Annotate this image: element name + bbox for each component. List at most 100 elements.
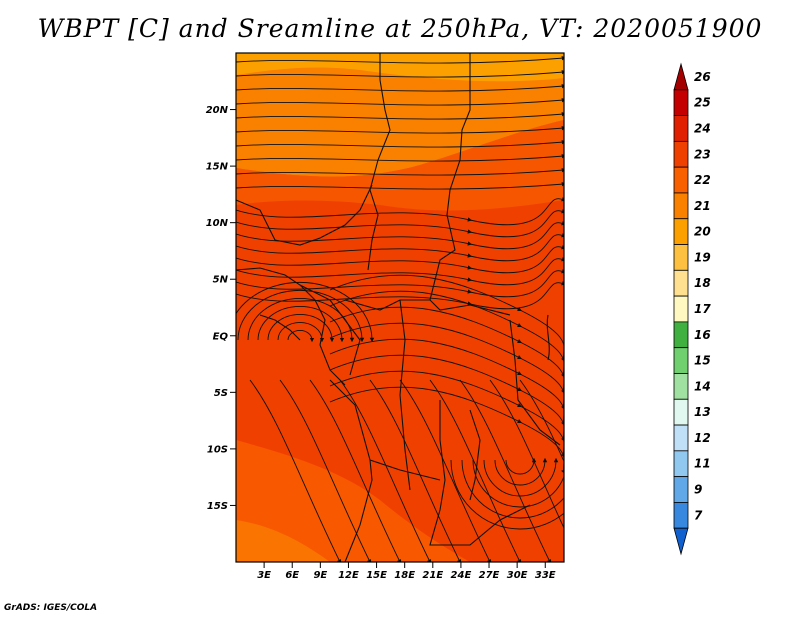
- colorbar-swatch: [673, 140, 689, 168]
- colorbar-swatch: [673, 398, 689, 426]
- field-band-northmost: [236, 53, 564, 82]
- border-line: [259, 314, 301, 341]
- streamline: [329, 322, 564, 411]
- streamline: [329, 354, 564, 443]
- border-line: [399, 299, 411, 491]
- border-line: [429, 400, 531, 546]
- border-line: [429, 53, 471, 301]
- streamline: [329, 338, 564, 427]
- colorbar-swatch: [673, 295, 689, 323]
- streamline: [329, 370, 564, 459]
- streamline: [429, 379, 522, 562]
- x-tick-label: 6E: [285, 570, 299, 581]
- colorbar-swatch: [673, 269, 689, 297]
- y-tick-label: 10S: [207, 444, 228, 455]
- colorbar-label: 22: [694, 173, 711, 187]
- colorbar-swatch: [673, 321, 689, 349]
- country-borders: [236, 53, 561, 562]
- colorbar-swatch: [673, 166, 689, 194]
- y-tick-label: EQ: [213, 331, 229, 342]
- latitude-axis: 20N 15N 10N 5N EQ 5S 10S 15S: [206, 105, 236, 512]
- colorbar-label: 14: [694, 379, 711, 393]
- streamline: [236, 97, 564, 106]
- y-tick-label: 15S: [207, 501, 228, 512]
- border-line: [509, 319, 561, 446]
- colorbar-label: 15: [694, 354, 711, 368]
- y-tick-label: 15N: [206, 162, 229, 173]
- y-tick-label: 5S: [214, 388, 228, 399]
- border-line: [367, 53, 391, 271]
- colorbar: 26 25 24 23 22 21 20 19 18 17 16 15 14 13 12 11 9 7: [673, 62, 711, 556]
- colorbar-label: 25: [694, 96, 711, 110]
- y-tick-label: 5N: [213, 275, 229, 286]
- x-tick-label: 15E: [366, 570, 387, 581]
- y-tick-label: 10N: [206, 218, 229, 229]
- colorbar-swatch: [673, 502, 689, 529]
- x-tick-label: 12E: [338, 570, 359, 581]
- streamline: [237, 289, 365, 343]
- streamline: [236, 181, 564, 190]
- colorbar-swatch: [673, 62, 689, 91]
- x-tick-label: 18E: [394, 570, 415, 581]
- colorbar-label: 23: [694, 147, 711, 161]
- border-line: [236, 267, 346, 386]
- x-tick-label: 24E: [451, 570, 472, 581]
- streamline: [236, 69, 564, 78]
- border-line: [369, 459, 441, 481]
- streamline: [267, 313, 335, 343]
- streamline: [257, 306, 345, 343]
- streamline: [329, 386, 564, 475]
- colorbar-swatch: [673, 244, 689, 271]
- streamline: [236, 55, 564, 64]
- streamline: [236, 83, 564, 92]
- field-band-warm: [236, 120, 564, 211]
- streamline: [236, 281, 375, 343]
- y-tick-label: 20N: [206, 105, 229, 116]
- border-line: [546, 314, 550, 361]
- colorbar-swatch: [673, 192, 689, 220]
- x-tick-label: 33E: [535, 570, 556, 581]
- colorbar-label: 7: [694, 508, 703, 522]
- colorbar-label: 20: [694, 225, 711, 239]
- border-line: [299, 284, 361, 376]
- streamline: [236, 111, 564, 120]
- border-line: [236, 184, 373, 246]
- streamline: [472, 459, 564, 508]
- colorbar-swatch: [673, 527, 689, 556]
- border-line: [344, 299, 511, 316]
- streamline: [329, 290, 564, 379]
- colorbar-label: 16: [694, 328, 711, 342]
- streamline: [369, 379, 462, 562]
- streamline: [459, 379, 552, 562]
- colorbar-swatch: [673, 373, 689, 400]
- colorbar-label: 17: [694, 302, 711, 316]
- border-line: [469, 409, 481, 501]
- colorbar-label: 18: [694, 276, 711, 290]
- colorbar-label: 11: [694, 457, 711, 471]
- x-tick-label: 30E: [507, 570, 528, 581]
- streamlines: [236, 55, 564, 562]
- colorbar-swatch: [673, 424, 689, 452]
- streamline: [236, 139, 564, 148]
- streamline: [236, 167, 564, 176]
- colorbar-swatch: [673, 476, 689, 503]
- streamline: [461, 459, 564, 519]
- streamline: [483, 457, 559, 497]
- colorbar-swatch: [673, 218, 689, 245]
- streamline: [399, 379, 492, 562]
- colorbar-label: 21: [694, 199, 711, 213]
- x-tick-label: 21E: [422, 570, 443, 581]
- credit-text: GrADS: IGES/COLA: [4, 603, 98, 613]
- streamline: [450, 459, 564, 530]
- colorbar-label: 13: [694, 405, 711, 419]
- border-line: [329, 379, 373, 562]
- streamline: [236, 125, 564, 134]
- colorbar-swatch: [673, 89, 689, 116]
- field-band-south: [236, 440, 470, 562]
- colorbar-label: 9: [694, 483, 702, 497]
- colorbar-swatch: [673, 347, 689, 374]
- colorbar-swatch: [673, 115, 689, 142]
- field-band-southwest: [236, 520, 330, 562]
- colorbar-label: 24: [694, 121, 711, 135]
